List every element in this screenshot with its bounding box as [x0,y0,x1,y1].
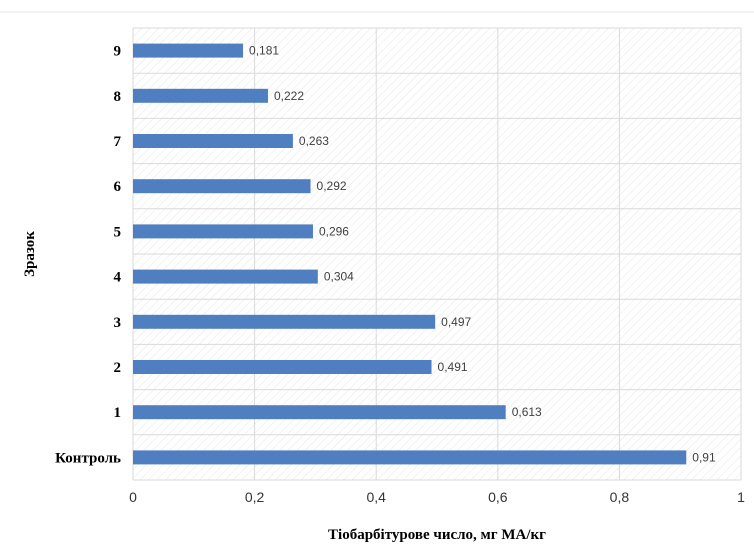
category-label: Контроль [55,450,121,466]
data-label: 0,91 [692,450,716,464]
category-label: 2 [114,360,122,376]
bar [133,224,313,239]
data-label: 0,263 [299,134,329,148]
bar [133,43,244,58]
bar [133,360,432,374]
category-label: 4 [114,270,122,286]
category-labels: Контроль 1 2 3 4 5 6 7 8 9 [55,44,121,467]
bar [133,314,436,329]
x-tick-label: 0,4 [366,489,386,505]
category-label: 5 [114,224,122,240]
gridlines [132,27,742,481]
bar [133,88,268,103]
data-label: 0,292 [317,179,347,193]
x-axis-title: Тіобарбітурове число, мг МА/кг [328,527,546,543]
bar [133,405,506,420]
data-label: 0,296 [319,224,349,238]
x-tick-label: 1 [737,489,745,505]
data-label: 0,181 [249,44,279,58]
x-tick-labels: 0 0,2 0,4 0,6 0,8 1 [129,489,745,505]
bars: 0,91 0,613 0,491 0,497 0,304 0,296 0,292 0,263 0… [133,43,716,465]
category-label: 8 [114,89,122,105]
x-tick-label: 0,8 [610,489,630,505]
data-label: 0,613 [512,405,542,419]
bar [133,269,318,284]
bar [133,134,293,148]
bar [133,450,687,465]
category-label: 3 [114,315,122,331]
category-label: 6 [114,179,122,195]
bar [133,179,311,194]
x-tick-label: 0,2 [245,489,265,505]
data-label: 0,222 [274,89,304,103]
x-tick-label: 0 [129,489,137,505]
data-label: 0,497 [441,315,471,329]
category-label: 9 [114,44,122,60]
category-label: 7 [114,134,122,150]
category-label: 1 [114,405,122,421]
data-label: 0,304 [324,270,354,284]
x-tick-label: 0,6 [488,489,508,505]
data-label: 0,491 [438,360,468,374]
y-axis-title: Зразок [22,231,38,277]
